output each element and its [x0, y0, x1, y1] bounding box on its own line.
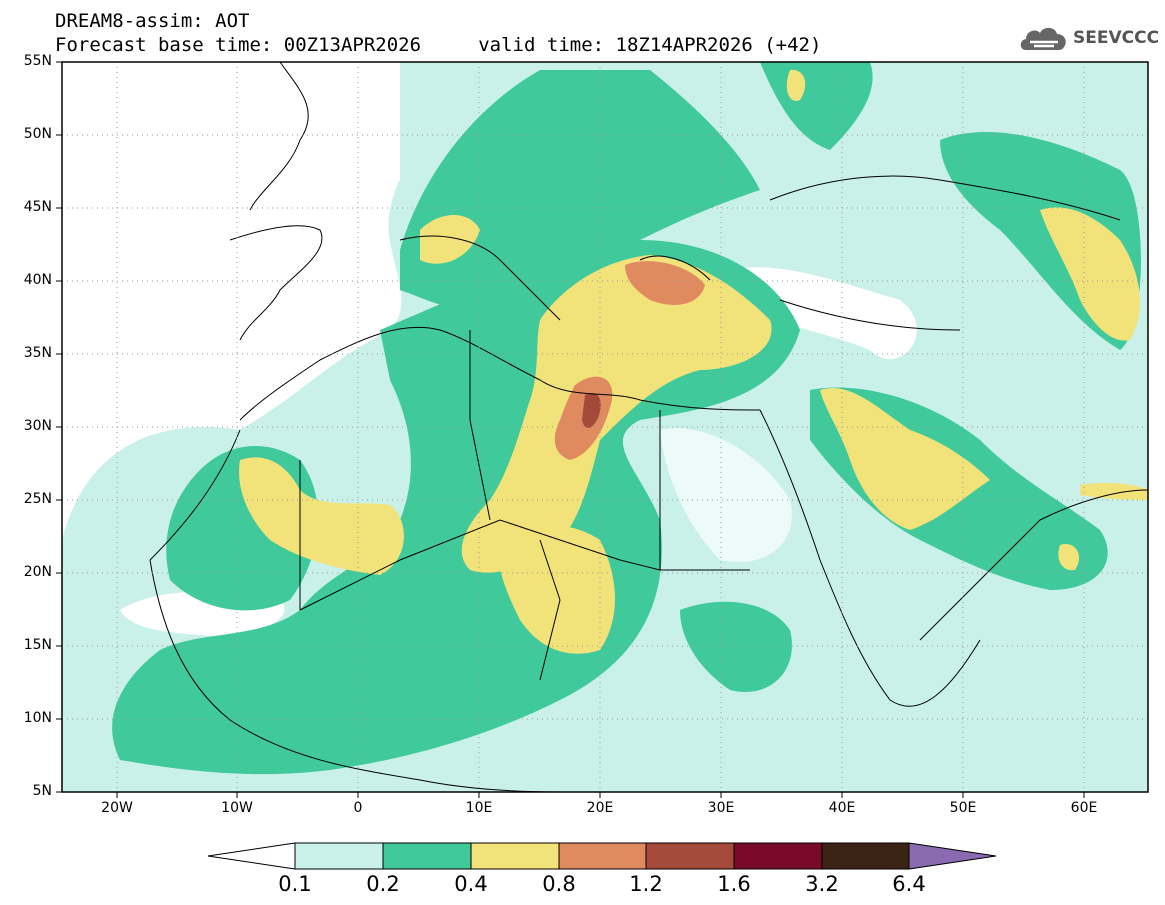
seevccc-logo: SEEVCCC [1018, 22, 1160, 56]
lat-label: 30N [23, 418, 52, 434]
colorbar-box-7 [821, 842, 910, 870]
lon-label: 0 [353, 800, 363, 816]
lat-label: 35N [23, 345, 52, 361]
lat-label: 5N [32, 783, 52, 799]
lat-label: 40N [23, 272, 52, 288]
colorbar-box-2 [382, 842, 472, 870]
colorbar-label: 1.2 [629, 872, 663, 896]
colorbar-label: 1.6 [717, 872, 751, 896]
lon-label: 20E [586, 800, 614, 816]
aot-band-1.2 [582, 392, 601, 429]
colorbar-label: 6.4 [892, 872, 926, 896]
lat-label: 50N [23, 126, 52, 142]
lon-label: 40E [828, 800, 856, 816]
cloud-icon [1020, 27, 1066, 50]
lon-label: 20W [101, 800, 133, 816]
colorbar [207, 842, 997, 870]
colorbar-label: 0.4 [454, 872, 488, 896]
lat-label: 45N [23, 199, 52, 215]
colorbar-label: 0.1 [278, 872, 312, 896]
lat-label: 25N [23, 491, 52, 507]
colorbar-over-arrow [908, 842, 997, 870]
lat-label: 15N [23, 637, 52, 653]
lon-label: 30E [707, 800, 735, 816]
aot-band-0.8 [625, 261, 705, 305]
aot-band-0.4 [461, 255, 772, 573]
lon-label: 10W [221, 800, 253, 816]
aot-band-0.2 [400, 70, 760, 309]
lon-label: 50E [949, 800, 977, 816]
map-title: DREAM8-assim: AOT [55, 10, 250, 32]
lon-label: 60E [1070, 800, 1098, 816]
logo-text: SEEVCCC [1073, 28, 1160, 48]
colorbar-box-1 [294, 842, 384, 870]
forecast-times: Forecast base time: 00Z13APR2026 valid t… [55, 34, 822, 56]
lat-label: 10N [23, 710, 52, 726]
colorbar-label: 0.8 [542, 872, 576, 896]
colorbar-box-6 [733, 842, 823, 870]
colorbar-label: 3.2 [805, 872, 839, 896]
colorbar-box-4 [558, 842, 647, 870]
colorbar-under-arrow [207, 842, 296, 870]
colorbar-label: 0.2 [366, 872, 400, 896]
lon-label: 10E [465, 800, 493, 816]
lat-label: 20N [23, 564, 52, 580]
colorbar-box-3 [470, 842, 560, 870]
colorbar-box-5 [645, 842, 735, 870]
lat-label: 55N [23, 53, 52, 69]
